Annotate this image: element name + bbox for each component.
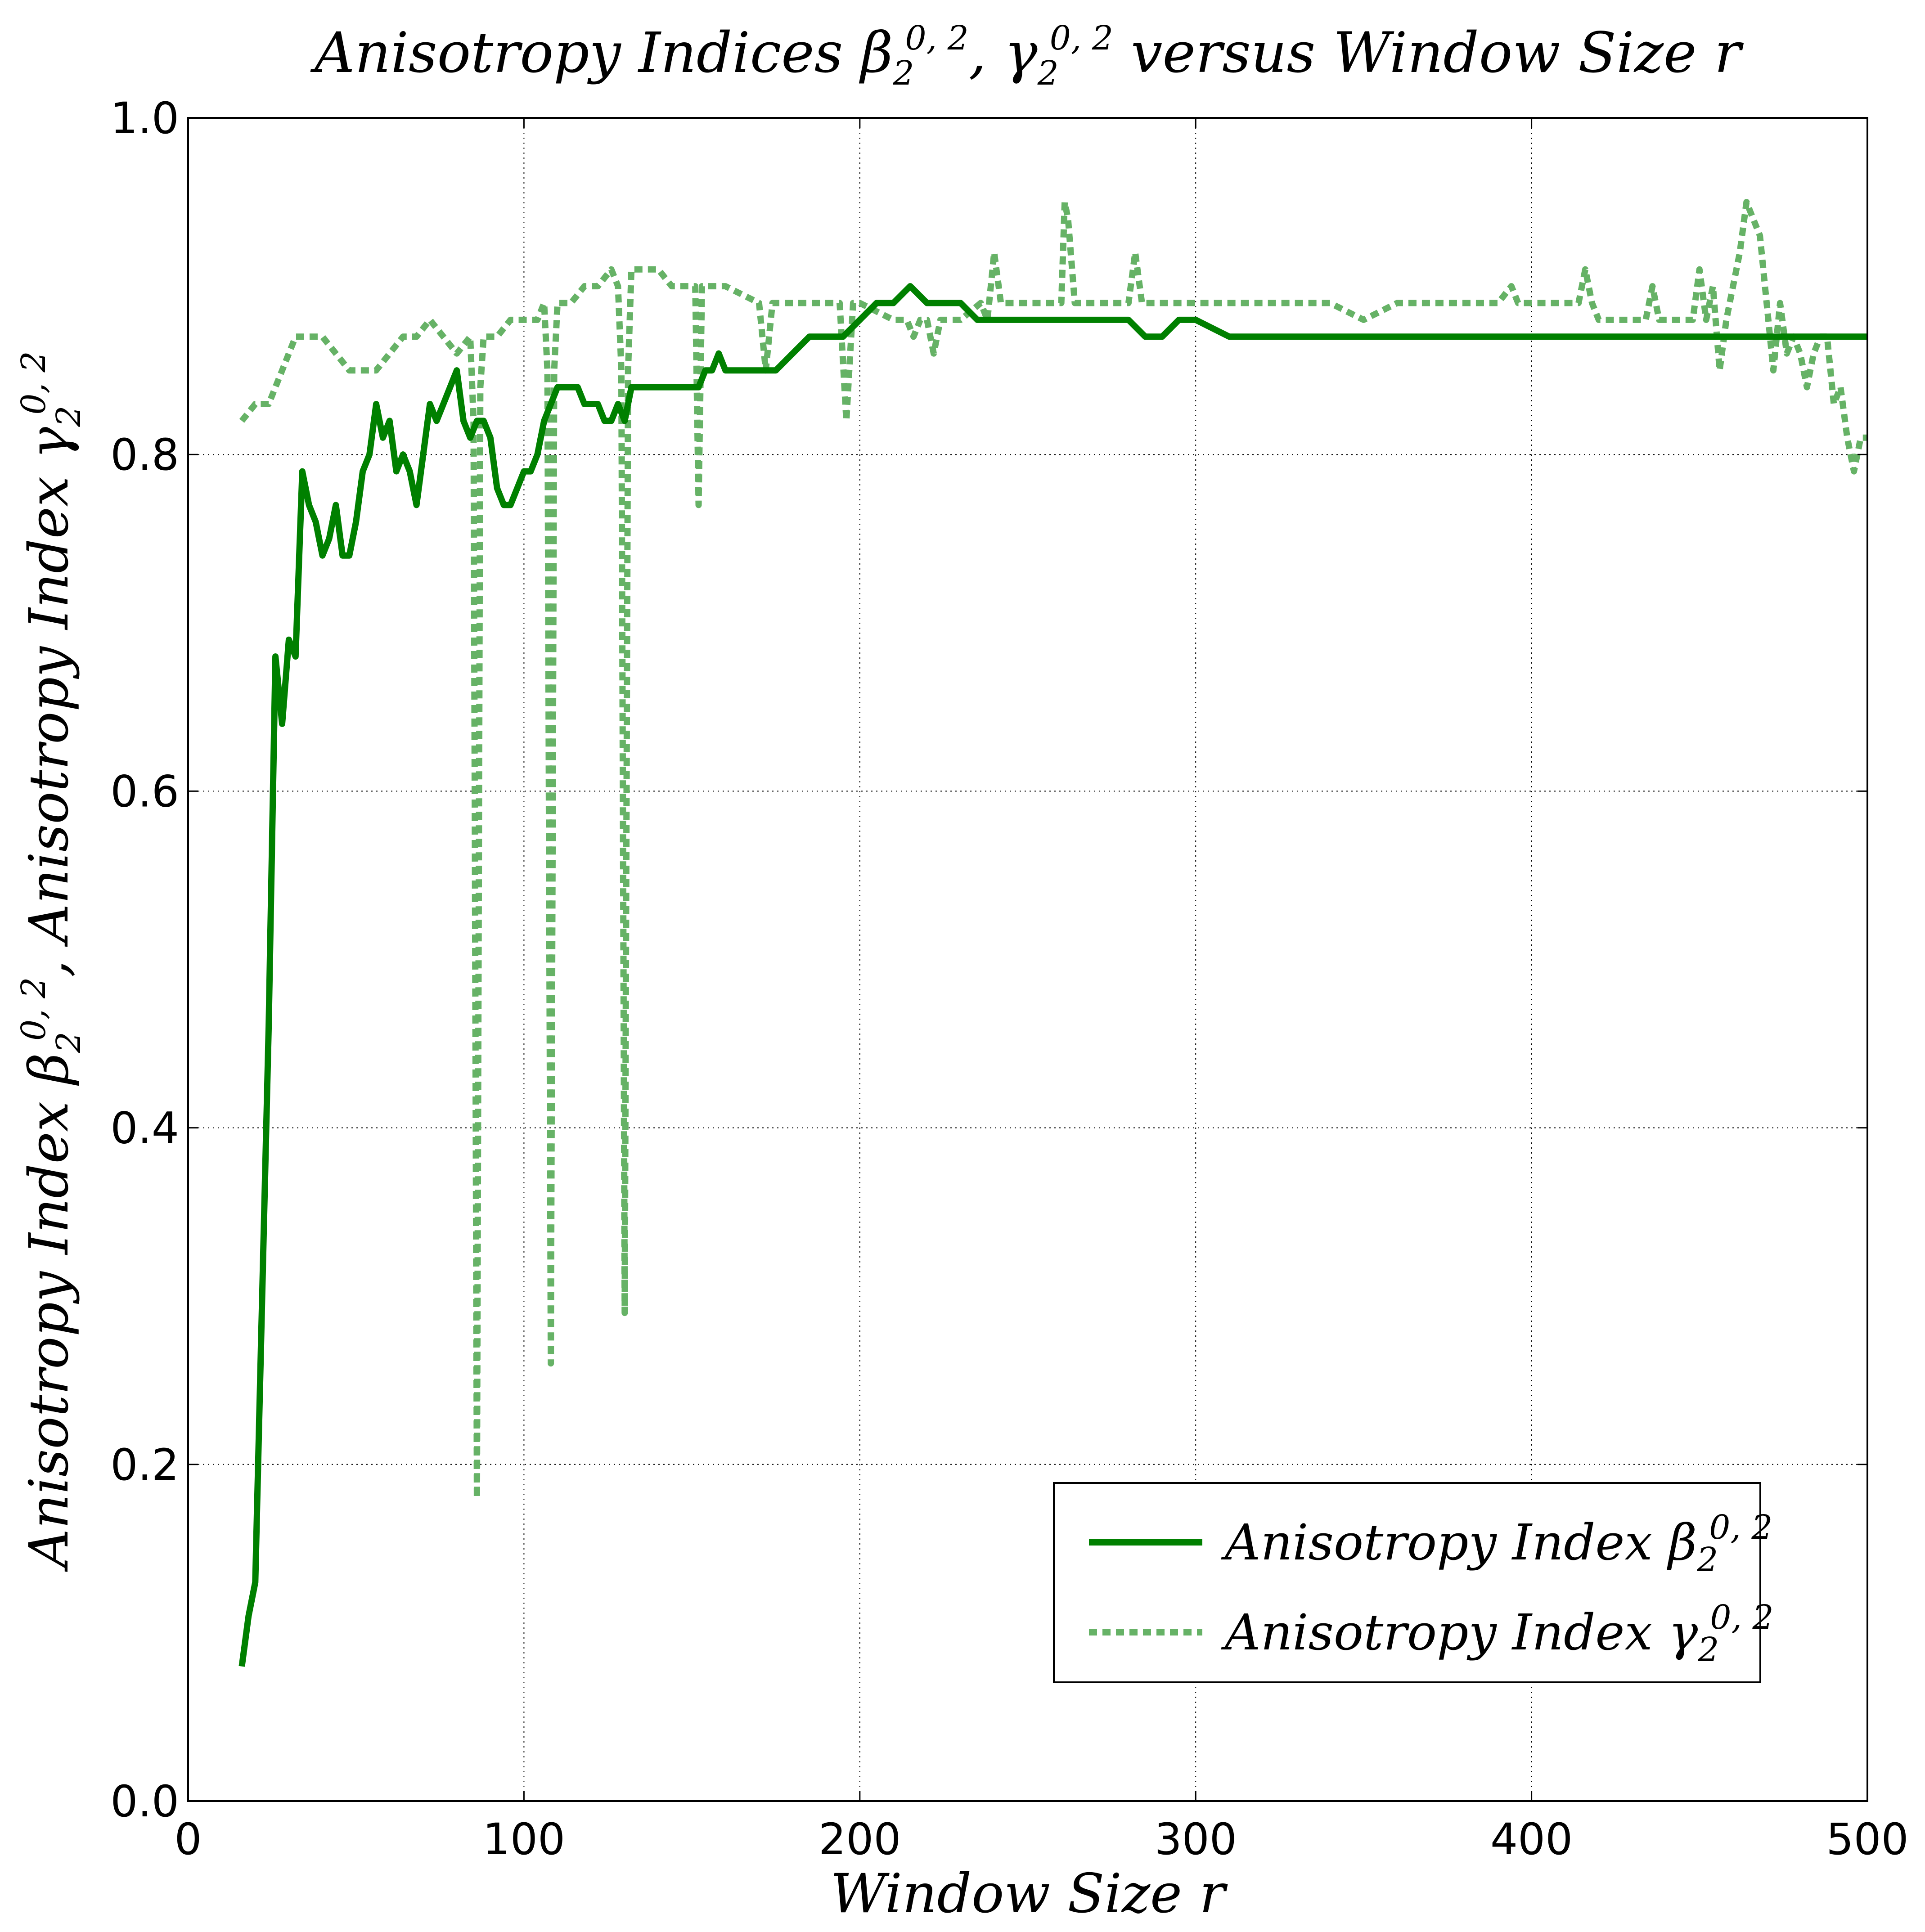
x-tick-label: 300 <box>1155 1814 1237 1865</box>
y-tick-label: 1.0 <box>110 93 179 144</box>
legend-label-gamma: Anisotropy Index γ20, 2 <box>1221 1598 1774 1669</box>
series-line-gamma <box>239 199 1867 1501</box>
chart-title: Anisotropy Indices β20, 2, γ20, 2 versus… <box>310 19 1744 93</box>
legend-label-beta: Anisotropy Index β20, 2 <box>1221 1508 1772 1579</box>
x-axis-title: Window Size r <box>830 1863 1228 1925</box>
y-tick-label: 0.8 <box>110 430 179 480</box>
y-tick-label: 0.6 <box>110 766 179 817</box>
series-layer <box>238 199 1867 1667</box>
x-tick-label: 500 <box>1826 1814 1908 1865</box>
legend: Anisotropy Index β20, 2 Anisotropy Index… <box>1053 1482 1774 1683</box>
x-tick-label: 100 <box>483 1814 565 1865</box>
legend-box <box>1053 1482 1761 1683</box>
x-tick-label: 400 <box>1490 1814 1573 1865</box>
y-tick-label: 0.2 <box>110 1440 179 1490</box>
y-tick-label: 0.4 <box>110 1103 179 1154</box>
plot-frame <box>187 117 1868 1802</box>
ticks-layer: 0 100 200 300 400 500 0.0 0.2 0.4 0.6 0.8 1.0 <box>110 93 1908 1865</box>
series-line-beta <box>238 283 1867 1667</box>
y-axis-title: Anisotropy Index β20, 2, Anisotropy Inde… <box>14 351 88 1572</box>
x-tick-label: 0 <box>174 1814 202 1865</box>
y-tick-label: 0.0 <box>110 1776 179 1827</box>
x-tick-label: 200 <box>819 1814 901 1865</box>
